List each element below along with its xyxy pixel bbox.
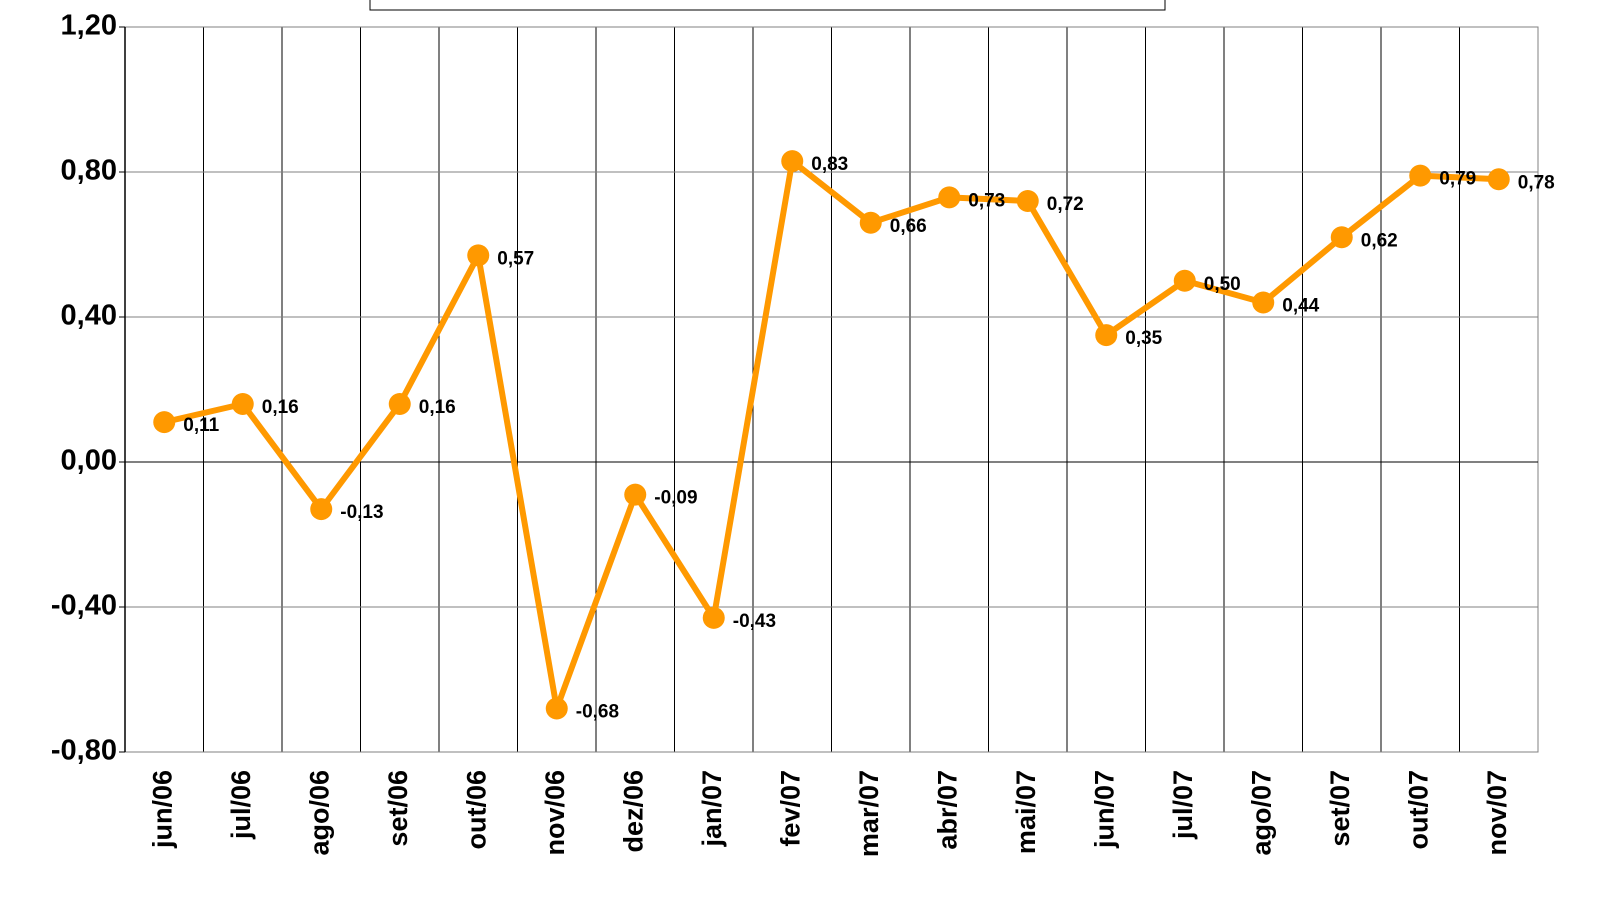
x-tick-label: jul/06 [226, 770, 256, 840]
x-tick-label: ago/07 [1246, 770, 1276, 856]
data-label: 0,57 [497, 248, 534, 269]
data-label: 0,83 [811, 154, 848, 175]
x-tick-label: nov/06 [540, 770, 570, 856]
data-label: 0,35 [1125, 328, 1162, 349]
x-tick-label: out/07 [1403, 770, 1433, 850]
x-tick-label: ago/06 [304, 770, 334, 856]
data-label: 0,73 [968, 190, 1005, 211]
data-label: -0,68 [576, 702, 619, 723]
data-point [388, 393, 411, 415]
data-point [310, 498, 333, 521]
data-point [1330, 226, 1353, 249]
data-label: 0,44 [1282, 296, 1319, 317]
y-tick-label: 0,40 [61, 300, 117, 332]
data-point [702, 606, 725, 629]
data-point [1409, 164, 1432, 187]
marks: 0,11 0,16 -0,13 0,16 0,57 -0,68 -0,09 -0,43 0,83… [153, 150, 1555, 723]
x-tick-label: out/06 [461, 770, 491, 850]
grid [119, 26, 1539, 753]
series-line [163, 158, 1499, 712]
x-tick-label: fev/07 [775, 770, 805, 847]
x-tick-label: nov/07 [1482, 770, 1512, 856]
x-tick-label: set/06 [383, 770, 413, 847]
data-label: 0,50 [1204, 274, 1241, 295]
data-point [781, 150, 804, 173]
data-point [859, 211, 882, 234]
data-point [1095, 324, 1118, 347]
data-label: 0,11 [183, 415, 219, 436]
data-point [624, 483, 647, 506]
data-label: 0,16 [262, 397, 299, 418]
data-point [153, 411, 176, 434]
y-tick-label: 1,20 [61, 10, 117, 42]
data-label: 0,62 [1361, 230, 1398, 251]
x-tick-label: mai/07 [1011, 770, 1041, 854]
x-tick-label: abr/07 [932, 770, 962, 850]
data-label: 0,79 [1439, 169, 1476, 190]
data-point [231, 393, 254, 415]
data-label: 0,66 [890, 216, 927, 237]
x-tick-label: jun/06 [147, 770, 177, 849]
data-label: 0,78 [1518, 172, 1555, 193]
legend-box [369, 0, 1166, 11]
x-tick-label: set/07 [1325, 770, 1355, 847]
data-point [938, 186, 961, 209]
data-point [545, 697, 568, 720]
data-point [1252, 291, 1275, 314]
x-tick-label: mar/07 [854, 770, 884, 857]
x-tick-label: dez/06 [618, 770, 648, 853]
y-tick-label: -0,80 [51, 735, 117, 767]
x-tick-label: jan/07 [697, 770, 727, 848]
data-label: -0,13 [340, 502, 383, 523]
data-point [467, 244, 490, 267]
data-point [1016, 190, 1039, 212]
y-tick-label: -0,40 [51, 590, 117, 622]
data-point [1487, 168, 1510, 191]
data-label: 0,16 [419, 397, 456, 418]
data-point [1173, 269, 1196, 292]
x-tick-label: jul/07 [1168, 770, 1198, 840]
data-label: -0,43 [733, 611, 776, 632]
y-tick-label: 0,80 [61, 155, 117, 187]
data-label: 0,72 [1047, 194, 1084, 215]
x-tick-label: jun/07 [1089, 770, 1119, 849]
y-tick-label: 0,00 [61, 445, 117, 477]
data-label: -0,09 [654, 488, 697, 509]
